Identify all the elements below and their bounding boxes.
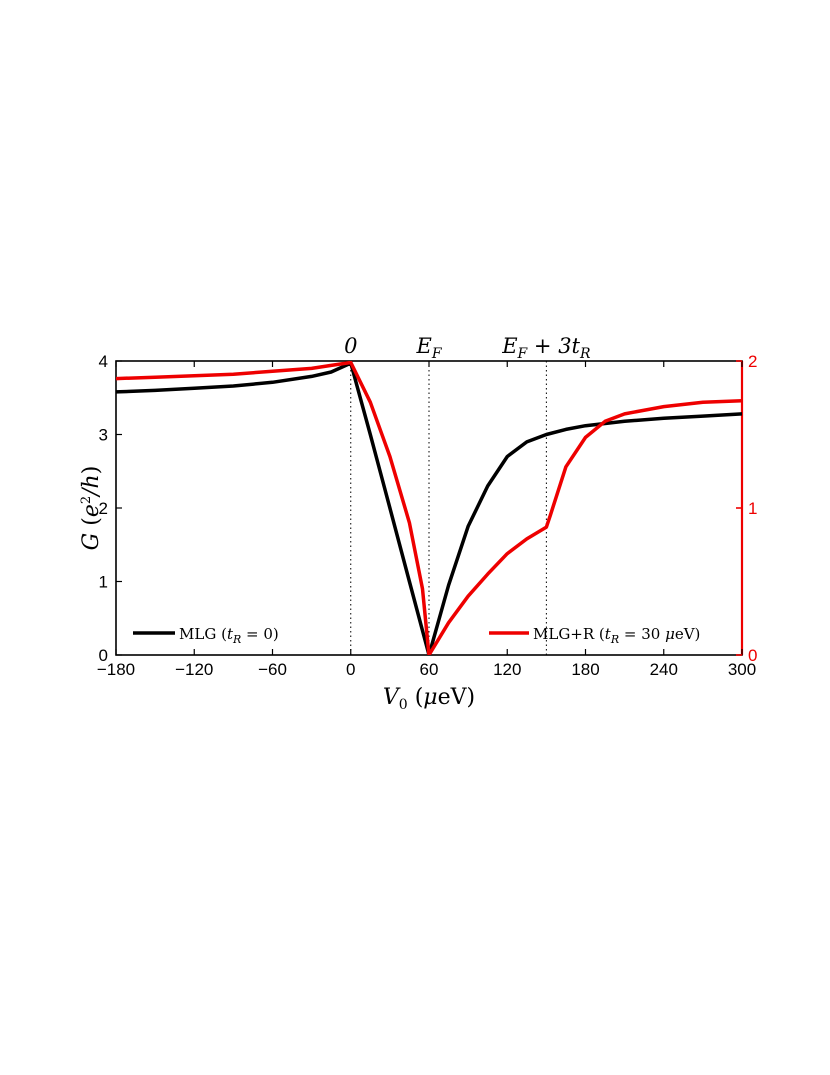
x-tick-label: 240: [650, 660, 678, 679]
series-group: [116, 361, 742, 655]
x-tick-label: 300: [728, 660, 756, 679]
y-left-tick-label: 3: [99, 426, 108, 445]
legend-right: MLG+R (tR = 30 μeV): [489, 625, 700, 646]
y-left-tick-label: 4: [99, 352, 108, 371]
legend-label-mlg: MLG (tR = 0): [179, 625, 279, 646]
x-tick-label: −120: [175, 660, 213, 679]
annotations: 0 EF EF + 3tR: [344, 334, 591, 362]
legend-label-mlg-r: MLG+R (tR = 30 μeV): [533, 625, 700, 646]
y-left-tick-label: 1: [99, 573, 108, 592]
series-line-mlg-r: [116, 361, 742, 655]
x-axis-title: V0 (μeV): [383, 685, 475, 713]
y-right-tick-label: 1: [748, 499, 757, 518]
annotation-label: EF: [415, 334, 442, 362]
series-line-mlg: [116, 361, 742, 655]
x-tick-label: 60: [420, 660, 439, 679]
y-axis-title: G (e2/h): [79, 466, 104, 551]
y-right-tick-label: 2: [748, 352, 757, 371]
annotation-label: 0: [344, 334, 357, 358]
y-left-tick-label: 0: [99, 646, 108, 665]
x-tick-label: 0: [346, 660, 355, 679]
y-right-tick-label: 0: [748, 646, 757, 665]
annotation-label: EF + 3tR: [501, 334, 591, 362]
guide-lines: [350, 361, 547, 655]
x-tick-label: 120: [493, 660, 521, 679]
plot-frame: [115, 360, 743, 656]
x-tick-label: −180: [97, 660, 135, 679]
legend-left: MLG (tR = 0): [133, 625, 279, 646]
x-tick-label: −60: [258, 660, 287, 679]
y-left-tick-label: 2: [99, 499, 108, 518]
x-tick-label: 180: [571, 660, 599, 679]
